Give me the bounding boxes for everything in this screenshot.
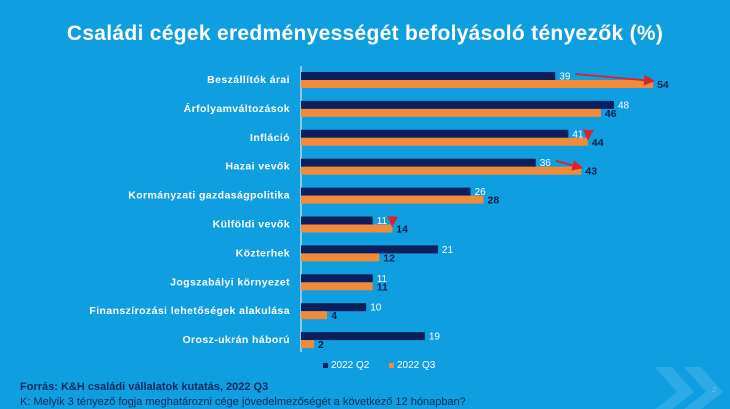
chevron-decoration-1 (655, 367, 694, 409)
bar-q3 (301, 253, 380, 262)
bar-q2 (301, 129, 569, 138)
bar-q3 (301, 340, 315, 349)
data-label-q2: 19 (429, 332, 441, 343)
data-label-q3: 11 (377, 281, 388, 293)
bar-q3 (301, 80, 654, 88)
data-label-q3: 43 (585, 166, 597, 178)
bar-q2 (301, 187, 471, 196)
bar-q2 (301, 274, 373, 283)
chevron-decoration-2 (684, 367, 723, 409)
category-label: Közterhek (236, 247, 290, 259)
data-label-q3: 54 (657, 79, 669, 91)
category-label: Infláció (250, 132, 290, 144)
bar-q2 (301, 100, 614, 109)
data-label-q3: 28 (488, 195, 500, 207)
page-number: 2 (712, 387, 716, 394)
category-label: Külföldi vevők (213, 219, 290, 231)
bar-q2 (301, 158, 536, 167)
data-label-q2: 41 (572, 129, 584, 140)
category-label: Hazai vevők (225, 161, 290, 173)
bar-q3 (301, 137, 588, 146)
bar-q3 (301, 108, 601, 117)
bar-q2 (301, 303, 367, 312)
bar-q2 (301, 245, 438, 254)
data-label-q2: 26 (475, 187, 487, 198)
bar-q2 (301, 332, 425, 341)
data-label-q2: 10 (370, 303, 382, 314)
bar-q2 (301, 216, 373, 225)
question-note: K: Melyik 3 tényező fogja meghatározni c… (20, 396, 466, 408)
bar-q3 (301, 224, 393, 233)
category-label: Beszállítók árai (207, 74, 290, 86)
data-label-q2: 39 (559, 72, 571, 83)
legend-label-q3: 2022 Q3 (397, 360, 436, 371)
legend-swatch-q2 (323, 363, 328, 368)
category-label: Orosz-ukrán háború (182, 334, 290, 346)
source-note: Forrás: K&H családi vállalatok kutatás, … (20, 381, 269, 393)
data-label-q3: 12 (383, 252, 395, 264)
data-label-q3: 46 (605, 108, 617, 120)
category-label: Kormányzati gazdaságpolitika (128, 190, 290, 202)
bar-q3 (301, 282, 373, 291)
data-label-q3: 4 (331, 310, 337, 322)
increase-arrow (575, 73, 655, 86)
increase-arrow (555, 159, 584, 171)
bar-q2 (301, 72, 556, 80)
data-label-q2: 11 (377, 216, 388, 227)
data-label-q2: 21 (442, 245, 454, 256)
data-label-q3: 2 (318, 339, 324, 351)
category-label: Jogszabályi környezet (170, 276, 290, 288)
category-label: Árfolyamváltozások (184, 102, 290, 115)
data-label-q2: 48 (618, 100, 630, 111)
data-label-q3: 44 (592, 137, 604, 149)
data-label-q3: 14 (396, 224, 408, 236)
legend-label-q2: 2022 Q2 (331, 360, 370, 371)
bar-q3 (301, 311, 328, 320)
data-label-q2: 36 (540, 158, 552, 169)
chart-title: Családi cégek eredményességét befolyásol… (66, 22, 664, 45)
bar-q3 (301, 166, 582, 175)
category-label: Finanszírozási lehetőségek alakulása (89, 305, 290, 317)
data-label-q2: 11 (377, 274, 388, 285)
bar-q3 (301, 195, 484, 204)
legend-swatch-q3 (389, 363, 394, 368)
